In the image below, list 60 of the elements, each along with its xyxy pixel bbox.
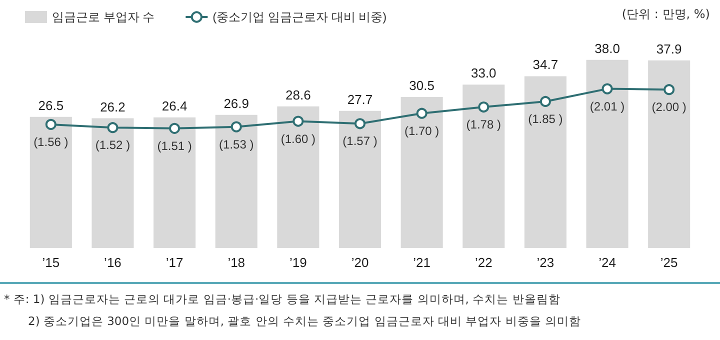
data-label: 26.4	[162, 98, 188, 114]
data-label: (2.01 )	[590, 99, 625, 114]
data-label: (1.51 )	[157, 138, 192, 153]
x-tick-label: ’19	[290, 255, 307, 270]
bar	[154, 117, 196, 248]
data-label: 34.7	[532, 57, 558, 72]
data-label: (1.78 )	[466, 118, 501, 132]
data-label: 38.0	[594, 40, 620, 56]
point	[354, 118, 366, 130]
text: 2) 중소기업은 300인 미만을 말하며, 괄호 안의 수치는 중소기업 임금근로자 대비 부업자 비중을 의미함	[28, 314, 581, 329]
bar	[92, 118, 134, 248]
point	[540, 96, 551, 107]
bar	[215, 114, 258, 248]
data-label: (2.00 )	[652, 100, 686, 114]
bar	[524, 76, 566, 248]
point	[169, 122, 180, 134]
data-label: 26.5	[38, 98, 64, 113]
bar	[30, 116, 72, 248]
point	[664, 84, 675, 96]
data-label: (1.56 )	[34, 134, 68, 149]
text: (단위 : 만명, %)	[622, 6, 710, 23]
point	[416, 108, 428, 119]
point	[602, 83, 613, 94]
x-tick-label: ’18	[228, 255, 246, 270]
data-label: (1.52 )	[95, 138, 130, 152]
bar	[462, 84, 505, 248]
bar	[648, 60, 690, 248]
point	[292, 116, 304, 127]
data-label: 37.9	[656, 41, 682, 56]
point	[230, 121, 242, 132]
bar	[277, 106, 320, 248]
bar	[400, 97, 443, 248]
point	[45, 118, 56, 130]
x-tick-label: ’22	[474, 255, 492, 270]
x-tick-label: ’23	[536, 255, 554, 270]
text: * 주: 1) 임금근로자는 근로의 대가로 임금·봉급·일당 등을 지급받는 근로자를 의미하며, 수치는 반올림함	[4, 292, 560, 307]
data-label: (1.70 )	[404, 124, 440, 138]
bar	[338, 110, 382, 248]
data-label: 26.9	[224, 96, 250, 111]
x-tick-label: ’16	[104, 255, 122, 270]
x-tick-label: ’21	[413, 255, 430, 270]
point	[478, 102, 490, 113]
legend-label: 임금근로 부업자 수	[52, 10, 155, 24]
x-tick-label: ’24	[598, 255, 616, 270]
x-tick-label: ’20	[351, 255, 369, 270]
data-label: 26.2	[100, 99, 126, 114]
data-label: 28.6	[286, 87, 311, 102]
data-label: (1.53 )	[219, 137, 254, 152]
point	[107, 122, 118, 134]
x-tick-label: ’15	[42, 255, 60, 270]
data-label: 27.7	[347, 92, 373, 107]
data-label: (1.85 )	[528, 112, 563, 126]
data-label: (1.60 )	[280, 132, 316, 146]
x-tick-label: ’25	[660, 255, 678, 270]
legend-label: (중소기업 임금근로자 대비 비중)	[212, 10, 387, 24]
data-label: 33.0	[470, 66, 496, 81]
bar	[586, 60, 628, 248]
data-label: 30.5	[409, 78, 434, 94]
data-label: (1.57 )	[342, 134, 378, 148]
x-tick-label: ’17	[166, 255, 184, 270]
